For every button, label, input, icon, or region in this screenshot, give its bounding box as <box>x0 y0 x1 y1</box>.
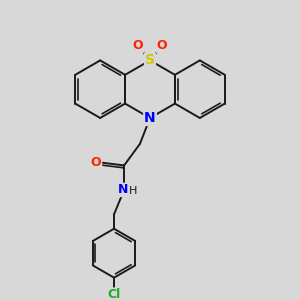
Text: S: S <box>145 53 155 68</box>
Text: O: O <box>157 39 167 52</box>
Text: Cl: Cl <box>107 288 121 300</box>
Text: O: O <box>91 156 101 169</box>
Text: N: N <box>118 183 129 196</box>
Text: N: N <box>144 111 156 125</box>
Text: H: H <box>129 186 137 196</box>
Text: O: O <box>133 39 143 52</box>
